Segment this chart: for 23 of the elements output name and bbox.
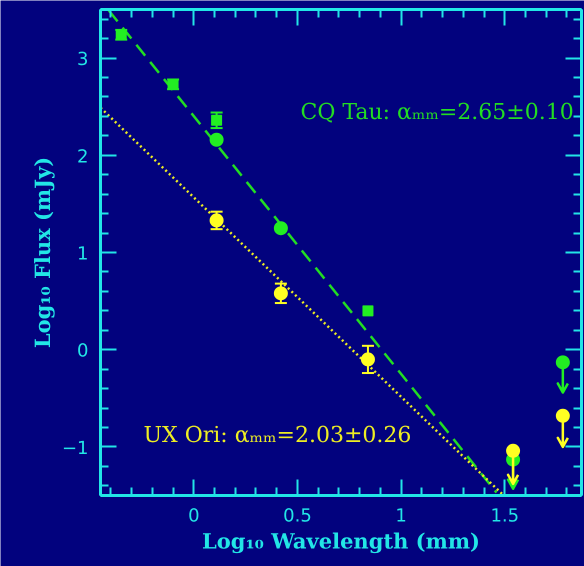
annotation: UX Ori: αₘₘ=2.03±0.26 (144, 423, 412, 448)
x-tick-label: 1.5 (490, 506, 520, 526)
point (211, 114, 222, 126)
point (362, 305, 374, 316)
point (506, 444, 520, 458)
point (274, 221, 288, 236)
y-tick-label: −1 (62, 438, 89, 459)
point (210, 132, 224, 147)
point (274, 286, 288, 300)
point (556, 355, 570, 370)
x-tick-label: 1 (395, 506, 407, 526)
y-tick-label: 1 (77, 244, 88, 264)
point (556, 408, 570, 423)
y-tick-label: 2 (77, 146, 88, 168)
y-tick-label: 3 (77, 49, 88, 70)
x-tick-label: 0.5 (283, 506, 312, 526)
annotation: CQ Tau: αₘₘ=2.65±0.10 (300, 100, 574, 125)
point (360, 352, 375, 366)
point (210, 213, 224, 228)
y-axis-title: Log₁₀ Flux (mJy) (30, 156, 55, 348)
x-tick-label: 0 (188, 506, 200, 526)
y-tick-label: 0 (77, 340, 88, 362)
x-axis-title: Log₁₀ Wavelength (mm) (202, 528, 480, 554)
